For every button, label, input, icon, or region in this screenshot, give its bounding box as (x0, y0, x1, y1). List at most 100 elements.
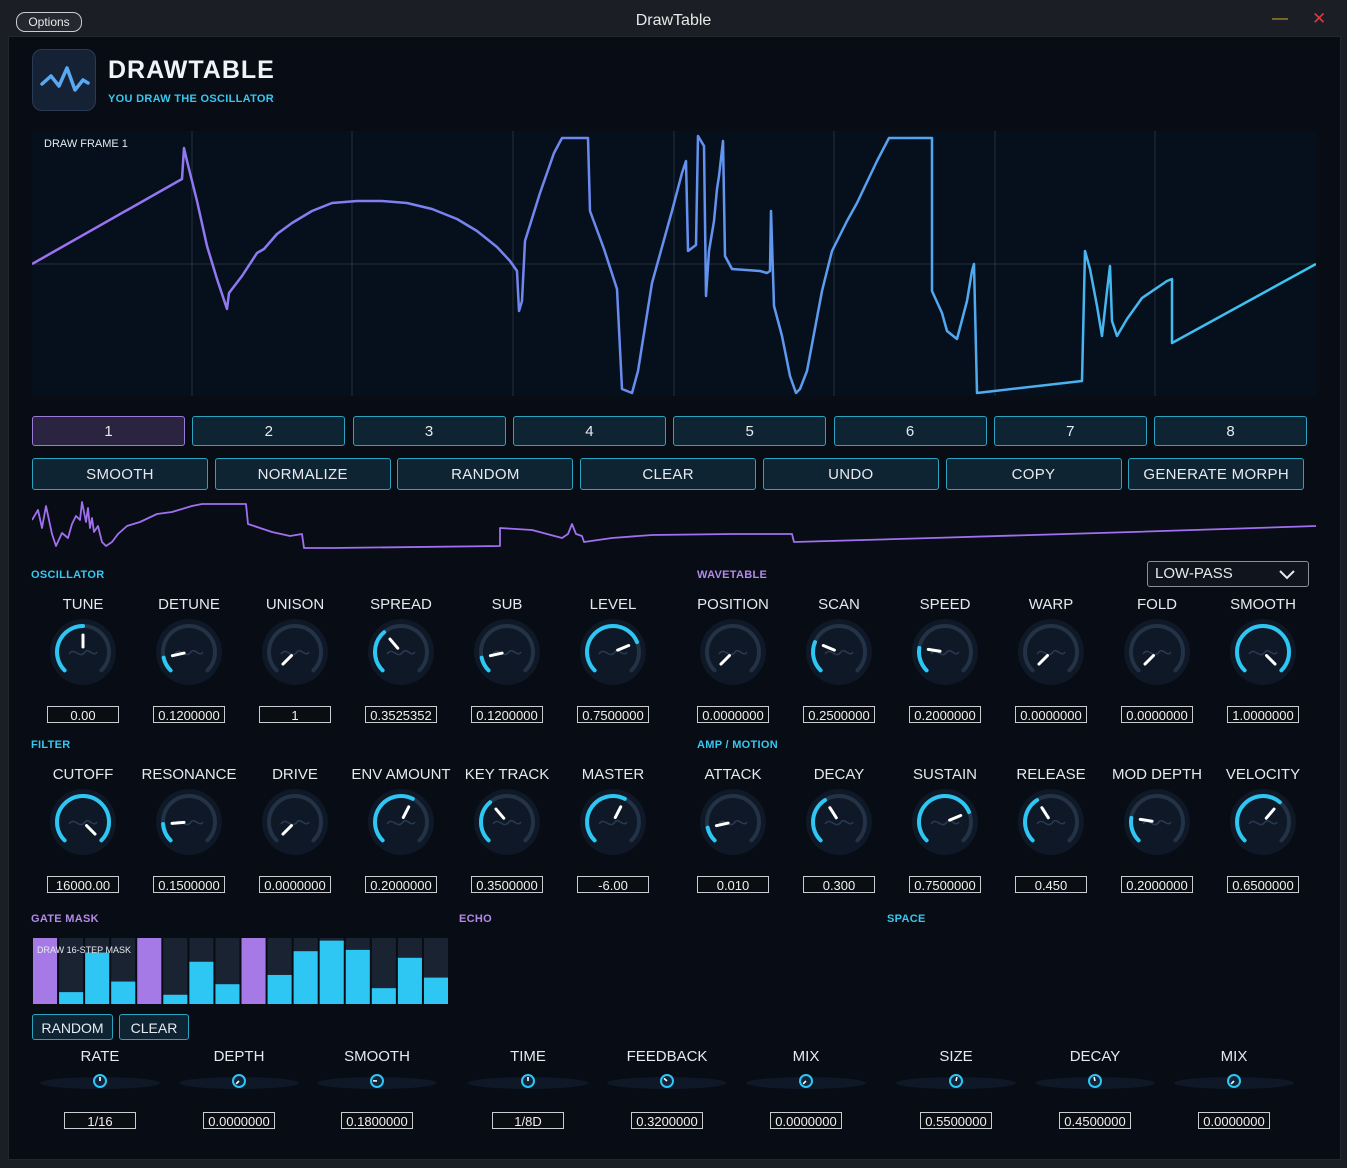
scan-value-field[interactable]: 0.2500000 (803, 706, 875, 723)
frame-button-5[interactable]: 5 (673, 416, 827, 446)
feedback-knob[interactable] (605, 1071, 729, 1091)
release-knob[interactable] (1015, 786, 1087, 858)
mix-knob[interactable] (1172, 1071, 1296, 1091)
undo-button[interactable]: UNDO (762, 458, 939, 490)
time-knob[interactable] (466, 1071, 590, 1091)
smooth-value-field[interactable]: 1.0000000 (1227, 706, 1299, 723)
mod-depth-knob[interactable] (1121, 786, 1193, 858)
decay-value-field[interactable]: 0.4500000 (1059, 1112, 1131, 1129)
detune-knob[interactable] (153, 616, 225, 688)
title-bar: Options DrawTable — ✕ (0, 0, 1347, 42)
frame-button-4[interactable]: 4 (512, 416, 666, 446)
mix-value-field[interactable]: 0.0000000 (1198, 1112, 1270, 1129)
close-icon[interactable]: ✕ (1312, 9, 1327, 28)
mod-depth-value-field[interactable]: 0.2000000 (1121, 876, 1193, 893)
gate-step (371, 988, 396, 1004)
cutoff-knob[interactable] (47, 786, 119, 858)
tune-knob[interactable] (47, 616, 119, 688)
drive-value-field[interactable]: 0.0000000 (259, 876, 331, 893)
smooth-knob[interactable] (1227, 616, 1299, 688)
size-knob[interactable] (894, 1071, 1018, 1091)
waveform-draw-area[interactable] (31, 131, 1317, 396)
gate-mask-grid[interactable] (32, 938, 449, 1004)
normalize-button[interactable]: NORMALIZE (214, 458, 391, 490)
tune-value-field[interactable]: 0.00 (47, 706, 119, 723)
resonance-knob[interactable] (153, 786, 225, 858)
depth-value-field[interactable]: 0.0000000 (203, 1112, 275, 1129)
velocity-value-field[interactable]: 0.6500000 (1227, 876, 1299, 893)
cutoff-value-field[interactable]: 16000.00 (47, 876, 119, 893)
feedback-value-field[interactable]: 0.3200000 (631, 1112, 703, 1129)
decay-knob[interactable] (1033, 1071, 1157, 1091)
level-value-field[interactable]: 0.7500000 (577, 706, 649, 723)
env-amount-value-field[interactable]: 0.2000000 (365, 876, 437, 893)
speed-knob[interactable] (909, 616, 981, 688)
frame-button-3[interactable]: 3 (352, 416, 506, 446)
gate-clear-button[interactable]: CLEAR (119, 1014, 189, 1040)
warp-value-field[interactable]: 0.0000000 (1015, 706, 1087, 723)
master-label: MASTER (581, 766, 645, 783)
mix-value-field[interactable]: 0.0000000 (770, 1112, 842, 1129)
smooth-value-field[interactable]: 0.1800000 (341, 1112, 413, 1129)
spread-knob[interactable] (365, 616, 437, 688)
attack-value-field[interactable]: 0.010 (697, 876, 769, 893)
position-value-field[interactable]: 0.0000000 (697, 706, 769, 723)
section-filter: FILTER (31, 739, 71, 751)
section-space: SPACE (887, 913, 926, 925)
drive-knob[interactable] (259, 786, 331, 858)
frame-button-1[interactable]: 1 (32, 416, 185, 446)
unison-value-field[interactable]: 1 (259, 706, 331, 723)
env-amount-knob[interactable] (365, 786, 437, 858)
frame-button-6[interactable]: 6 (833, 416, 987, 446)
level-knob[interactable] (577, 616, 649, 688)
key-track-value-field[interactable]: 0.3500000 (471, 876, 543, 893)
filter-type-select[interactable]: LOW-PASS (1147, 561, 1309, 587)
key-track-knob[interactable] (471, 786, 543, 858)
position-knob[interactable] (697, 616, 769, 688)
unison-label: UNISON (265, 596, 325, 613)
frame-button-8[interactable]: 8 (1154, 416, 1308, 446)
smooth-button[interactable]: SMOOTH (32, 458, 208, 490)
minimize-icon[interactable]: — (1272, 10, 1288, 27)
scan-knob[interactable] (803, 616, 875, 688)
spread-value-field[interactable]: 0.3525352 (365, 706, 437, 723)
smooth-label: SMOOTH (344, 1048, 410, 1065)
depth-knob[interactable] (177, 1071, 301, 1091)
unison-knob[interactable] (259, 616, 331, 688)
sustain-value-field[interactable]: 0.7500000 (909, 876, 981, 893)
mix-knob[interactable] (744, 1071, 868, 1091)
master-value-field[interactable]: -6.00 (577, 876, 649, 893)
master-knob[interactable] (577, 786, 649, 858)
rate-knob[interactable] (38, 1071, 162, 1091)
frame-button-7[interactable]: 7 (993, 416, 1147, 446)
velocity-knob[interactable] (1227, 786, 1299, 858)
resonance-value-field[interactable]: 0.1500000 (153, 876, 225, 893)
gate-step (137, 938, 162, 1004)
options-button[interactable]: Options (16, 12, 82, 32)
sub-knob[interactable] (471, 616, 543, 688)
attack-knob[interactable] (697, 786, 769, 858)
smooth-knob[interactable] (315, 1071, 439, 1091)
fold-knob[interactable] (1121, 616, 1193, 688)
decay-label: DECAY (813, 766, 865, 783)
size-value-field[interactable]: 0.5500000 (920, 1112, 992, 1129)
copy-button[interactable]: COPY (945, 458, 1122, 490)
decay-knob[interactable] (803, 786, 875, 858)
speed-value-field[interactable]: 0.2000000 (909, 706, 981, 723)
release-value-field[interactable]: 0.450 (1015, 876, 1087, 893)
gate-random-button[interactable]: RANDOM (32, 1014, 113, 1040)
fold-value-field[interactable]: 0.0000000 (1121, 706, 1193, 723)
sub-value-field[interactable]: 0.1200000 (471, 706, 543, 723)
sustain-knob[interactable] (909, 786, 981, 858)
decay-value-field[interactable]: 0.300 (803, 876, 875, 893)
time-value-field[interactable]: 1/8D (492, 1112, 564, 1129)
detune-value-field[interactable]: 0.1200000 (153, 706, 225, 723)
clear-button[interactable]: CLEAR (580, 458, 757, 490)
gate-step (423, 977, 448, 1004)
gate-step (241, 938, 266, 1004)
generate-morph-button[interactable]: GENERATE MORPH (1128, 458, 1305, 490)
random-button[interactable]: RANDOM (397, 458, 574, 490)
warp-knob[interactable] (1015, 616, 1087, 688)
rate-value-field[interactable]: 1/16 (64, 1112, 136, 1129)
frame-button-2[interactable]: 2 (192, 416, 346, 446)
